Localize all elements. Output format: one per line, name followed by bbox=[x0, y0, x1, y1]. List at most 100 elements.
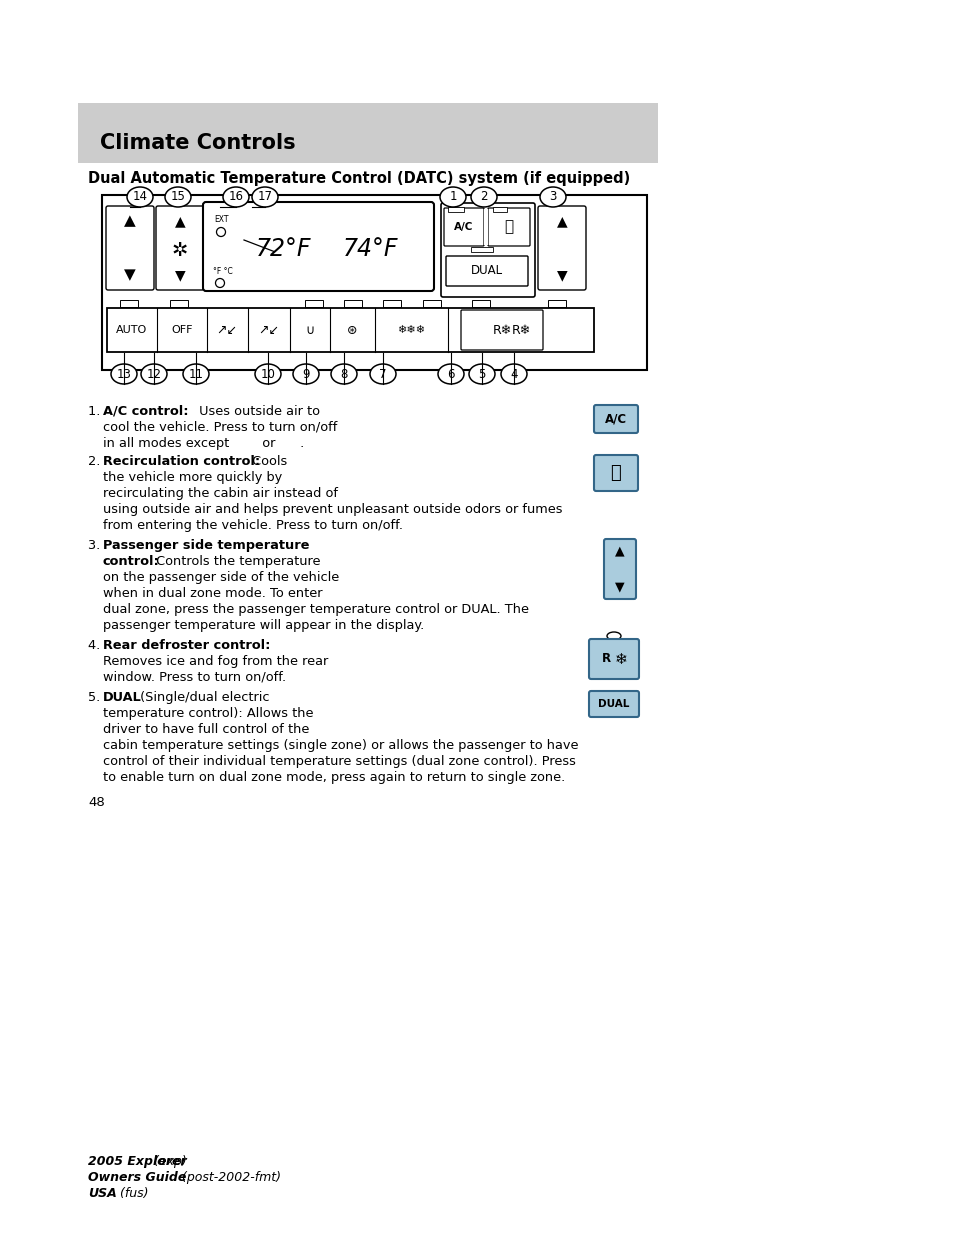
FancyBboxPatch shape bbox=[594, 405, 638, 433]
Ellipse shape bbox=[439, 186, 465, 207]
Text: 4.: 4. bbox=[88, 638, 104, 652]
Text: (fus): (fus) bbox=[116, 1187, 149, 1200]
Bar bbox=[170, 300, 188, 308]
Text: cool the vehicle. Press to turn on/off: cool the vehicle. Press to turn on/off bbox=[103, 421, 337, 433]
Text: ▲: ▲ bbox=[615, 545, 624, 557]
Ellipse shape bbox=[254, 364, 281, 384]
Bar bbox=[107, 308, 594, 352]
FancyBboxPatch shape bbox=[446, 256, 527, 287]
Text: driver to have full control of the: driver to have full control of the bbox=[103, 722, 309, 736]
Text: 1.: 1. bbox=[88, 405, 105, 417]
Ellipse shape bbox=[223, 186, 249, 207]
Text: 10: 10 bbox=[260, 368, 275, 380]
Text: control:: control: bbox=[103, 555, 159, 568]
Text: from entering the vehicle. Press to turn on/off.: from entering the vehicle. Press to turn… bbox=[103, 519, 402, 532]
Text: 3: 3 bbox=[549, 190, 557, 204]
FancyBboxPatch shape bbox=[156, 206, 204, 290]
Text: 🚗: 🚗 bbox=[504, 220, 513, 235]
Bar bbox=[78, 103, 658, 163]
Ellipse shape bbox=[606, 632, 620, 640]
Ellipse shape bbox=[252, 186, 277, 207]
Ellipse shape bbox=[500, 364, 526, 384]
Text: ▲: ▲ bbox=[174, 214, 185, 228]
Text: 2005 Explorer: 2005 Explorer bbox=[88, 1155, 187, 1168]
Text: Cools: Cools bbox=[248, 454, 287, 468]
Text: A/C: A/C bbox=[604, 412, 626, 426]
Text: recirculating the cabin air instead of: recirculating the cabin air instead of bbox=[103, 487, 337, 500]
Text: ▼: ▼ bbox=[174, 268, 185, 282]
Text: EXT: EXT bbox=[213, 215, 229, 224]
FancyBboxPatch shape bbox=[443, 207, 483, 246]
Ellipse shape bbox=[437, 364, 463, 384]
Text: on the passenger side of the vehicle: on the passenger side of the vehicle bbox=[103, 571, 339, 584]
Ellipse shape bbox=[127, 186, 152, 207]
Ellipse shape bbox=[141, 364, 167, 384]
FancyBboxPatch shape bbox=[106, 206, 153, 290]
Text: ↗↙: ↗↙ bbox=[258, 324, 279, 336]
Text: R❄: R❄ bbox=[492, 324, 511, 336]
FancyBboxPatch shape bbox=[588, 692, 639, 718]
Ellipse shape bbox=[471, 186, 497, 207]
Text: the vehicle more quickly by: the vehicle more quickly by bbox=[103, 471, 282, 484]
Ellipse shape bbox=[165, 186, 191, 207]
Text: Uses outside air to: Uses outside air to bbox=[194, 405, 319, 417]
Text: 16: 16 bbox=[229, 190, 243, 204]
Text: DUAL: DUAL bbox=[103, 692, 142, 704]
Text: using outside air and helps prevent unpleasant outside odors or fumes: using outside air and helps prevent unpl… bbox=[103, 503, 562, 516]
Text: 3.: 3. bbox=[88, 538, 104, 552]
Text: in all modes except        or      .: in all modes except or . bbox=[103, 437, 304, 450]
Ellipse shape bbox=[331, 364, 356, 384]
Text: °F °C: °F °C bbox=[213, 268, 233, 277]
Text: Dual Automatic Temperature Control (DATC) system (if equipped): Dual Automatic Temperature Control (DATC… bbox=[88, 170, 630, 185]
Text: ✲: ✲ bbox=[172, 241, 188, 259]
FancyBboxPatch shape bbox=[488, 207, 530, 246]
Text: passenger temperature will appear in the display.: passenger temperature will appear in the… bbox=[103, 619, 424, 632]
Ellipse shape bbox=[111, 364, 137, 384]
Text: 5: 5 bbox=[477, 368, 485, 380]
Text: ▼: ▼ bbox=[615, 580, 624, 594]
Text: 14: 14 bbox=[132, 190, 148, 204]
Bar bbox=[422, 300, 440, 308]
Text: 4: 4 bbox=[510, 368, 517, 380]
Text: 74°F: 74°F bbox=[343, 237, 398, 262]
FancyBboxPatch shape bbox=[460, 310, 542, 350]
Text: ⊛: ⊛ bbox=[346, 324, 356, 336]
Bar bbox=[102, 195, 646, 370]
Text: ❄: ❄ bbox=[614, 652, 627, 667]
Text: 🚗: 🚗 bbox=[610, 464, 620, 482]
Text: ▼: ▼ bbox=[124, 268, 135, 283]
Text: 17: 17 bbox=[257, 190, 273, 204]
Text: 2: 2 bbox=[479, 190, 487, 204]
Bar bbox=[344, 300, 361, 308]
Text: cabin temperature settings (single zone) or allows the passenger to have: cabin temperature settings (single zone)… bbox=[103, 739, 578, 752]
FancyBboxPatch shape bbox=[203, 203, 434, 291]
Bar bbox=[547, 300, 565, 308]
Text: Controls the temperature: Controls the temperature bbox=[152, 555, 320, 568]
Text: 48: 48 bbox=[88, 797, 105, 809]
FancyBboxPatch shape bbox=[603, 538, 636, 599]
Text: ▲: ▲ bbox=[124, 214, 135, 228]
Text: R: R bbox=[600, 652, 610, 666]
Text: ↗↙: ↗↙ bbox=[216, 324, 237, 336]
Bar bbox=[120, 300, 138, 308]
Text: (Single/dual electric: (Single/dual electric bbox=[136, 692, 269, 704]
FancyBboxPatch shape bbox=[440, 203, 535, 296]
Text: window. Press to turn on/off.: window. Press to turn on/off. bbox=[103, 671, 286, 684]
FancyBboxPatch shape bbox=[594, 454, 638, 492]
Text: 11: 11 bbox=[189, 368, 203, 380]
Text: AUTO: AUTO bbox=[116, 325, 148, 335]
FancyBboxPatch shape bbox=[537, 206, 585, 290]
Ellipse shape bbox=[293, 364, 318, 384]
Text: A/C: A/C bbox=[454, 222, 474, 232]
Text: temperature control): Allows the: temperature control): Allows the bbox=[103, 706, 314, 720]
Text: Passenger side temperature: Passenger side temperature bbox=[103, 538, 309, 552]
Text: 8: 8 bbox=[340, 368, 347, 380]
Ellipse shape bbox=[469, 364, 495, 384]
Text: 1: 1 bbox=[449, 190, 456, 204]
Ellipse shape bbox=[370, 364, 395, 384]
Text: ❄❄❄: ❄❄❄ bbox=[396, 325, 425, 335]
Text: 5.: 5. bbox=[88, 692, 104, 704]
Text: Recirculation control:: Recirculation control: bbox=[103, 454, 260, 468]
Bar bbox=[305, 300, 323, 308]
Text: 13: 13 bbox=[116, 368, 132, 380]
